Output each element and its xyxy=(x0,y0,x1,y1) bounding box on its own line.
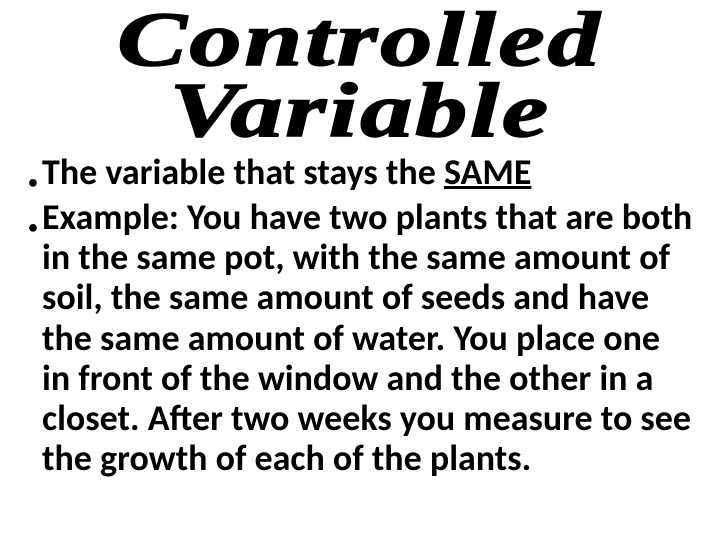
bullet-dot-icon xyxy=(24,152,42,196)
title-line-2: Variable xyxy=(169,75,550,146)
slide: ControlledVariable The variable that sta… xyxy=(0,0,720,540)
title-line-1: Controlled xyxy=(117,4,602,75)
underlined-text: SAME xyxy=(444,150,531,194)
bullet-dot-icon xyxy=(24,197,42,241)
bullet-text: Example: You have two plants that are bo… xyxy=(42,197,696,479)
text-run: Example: You have two plants that are bo… xyxy=(42,195,692,481)
slide-title: ControlledVariable xyxy=(0,0,720,146)
bullet-item: The variable that stays the SAME xyxy=(24,152,696,196)
slide-body: The variable that stays the SAMEExample:… xyxy=(0,146,720,479)
bullet-text: The variable that stays the SAME xyxy=(42,152,696,192)
text-run: The variable that stays the xyxy=(42,150,444,194)
bullet-item: Example: You have two plants that are bo… xyxy=(24,197,696,479)
